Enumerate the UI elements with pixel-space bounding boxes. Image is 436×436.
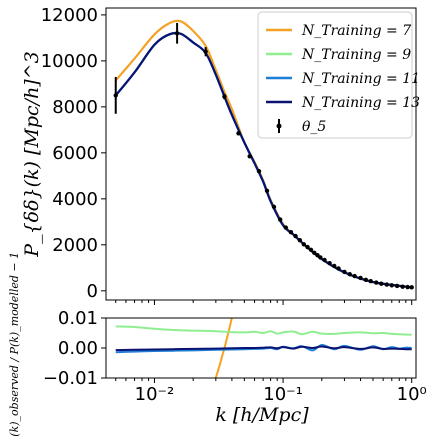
observed-point bbox=[283, 225, 289, 230]
top-y-tick-label: 4000 bbox=[52, 189, 98, 210]
observed-point bbox=[264, 188, 270, 193]
observed-point bbox=[247, 154, 252, 159]
bottom-y-axis-title: P(k)_observed / P(k)_modelled − 1 bbox=[8, 252, 21, 436]
observed-point bbox=[312, 250, 317, 256]
observed-point bbox=[409, 285, 414, 290]
bottom-x-ticks: 10⁻² 10⁻¹ 10⁰ bbox=[115, 378, 427, 405]
observed-point bbox=[174, 31, 180, 36]
legend-label: N_Training = 7 bbox=[301, 23, 411, 39]
observed-point bbox=[222, 94, 227, 99]
top-y-tick-label: 2000 bbox=[52, 235, 98, 256]
bottom-series-lines bbox=[115, 318, 412, 378]
x-tick-label: 10⁰ bbox=[397, 384, 427, 405]
bottom-series-line bbox=[115, 345, 412, 352]
top-y-axis-title: P_{δδ}(k) [Mpc/h]^3 bbox=[21, 51, 43, 257]
top-y-ticks: 0 2000 4000 6000 8000 10000 12000 bbox=[41, 5, 106, 302]
legend: N_Training = 7 N_Training = 9 N_Training =… bbox=[257, 11, 420, 139]
bottom-panel: −0.01 0.00 0.01 10⁻² 10⁻¹ 10⁰ P(k)_observed … bbox=[8, 252, 427, 436]
bottom-series-line bbox=[115, 325, 412, 336]
observed-point bbox=[297, 238, 303, 243]
bottom-y-tick-label: 0.01 bbox=[58, 308, 98, 329]
observed-point bbox=[113, 93, 118, 98]
bottom-plot-frame bbox=[105, 317, 417, 379]
observed-point bbox=[374, 280, 379, 285]
observed-point bbox=[288, 229, 294, 235]
legend-label: θ_5 bbox=[302, 119, 326, 135]
x-tick-label: 10⁻² bbox=[135, 384, 175, 405]
observed-point bbox=[384, 282, 389, 287]
observed-point bbox=[400, 284, 405, 289]
legend-label: N_Training = 13 bbox=[301, 95, 420, 111]
observed-point bbox=[203, 49, 208, 54]
top-y-tick-label: 10000 bbox=[41, 51, 98, 72]
top-y-tick-label: 0 bbox=[87, 281, 98, 302]
observed-point bbox=[352, 273, 357, 279]
observed-point bbox=[278, 217, 283, 222]
bottom-y-tick-label: 0.00 bbox=[58, 338, 98, 359]
bottom-y-ticks: −0.01 0.00 0.01 bbox=[43, 308, 106, 389]
observed-point bbox=[236, 131, 241, 136]
top-x-ticks bbox=[115, 300, 413, 305]
observed-point bbox=[308, 247, 314, 253]
top-y-tick-label: 6000 bbox=[52, 143, 98, 164]
legend-label: N_Training = 9 bbox=[301, 47, 411, 63]
observed-points bbox=[113, 22, 414, 290]
observed-point bbox=[336, 266, 341, 271]
observed-point bbox=[389, 283, 394, 288]
x-tick-label: 10⁻¹ bbox=[263, 384, 303, 405]
observed-point bbox=[322, 257, 327, 263]
observed-point bbox=[394, 283, 400, 289]
legend-frame bbox=[257, 11, 413, 139]
observed-point bbox=[342, 269, 347, 275]
observed-point bbox=[301, 242, 307, 247]
top-y-tick-label: 12000 bbox=[41, 5, 98, 26]
top-panel: 0 2000 4000 6000 8000 10000 12000 P_{δδ}(k) [M… bbox=[21, 5, 417, 305]
observed-point bbox=[332, 263, 337, 269]
bottom-y-tick-label: −0.01 bbox=[43, 368, 98, 389]
observed-point bbox=[318, 255, 323, 260]
top-y-tick-label: 8000 bbox=[52, 97, 98, 118]
observed-point bbox=[363, 277, 369, 282]
legend-swatch-point bbox=[276, 123, 282, 129]
observed-point bbox=[379, 281, 384, 286]
observed-point bbox=[368, 278, 373, 284]
legend-label: N_Training = 11 bbox=[301, 71, 420, 87]
observed-point bbox=[405, 284, 410, 290]
observed-point bbox=[347, 272, 352, 277]
observed-point bbox=[327, 261, 332, 266]
x-axis-title: k [h/Mpc] bbox=[215, 404, 309, 426]
top-plot-frame bbox=[105, 7, 417, 301]
observed-point bbox=[293, 233, 298, 239]
observed-point bbox=[256, 169, 262, 174]
observed-point bbox=[358, 275, 363, 281]
observed-point bbox=[305, 244, 310, 250]
observed-point bbox=[271, 204, 277, 210]
